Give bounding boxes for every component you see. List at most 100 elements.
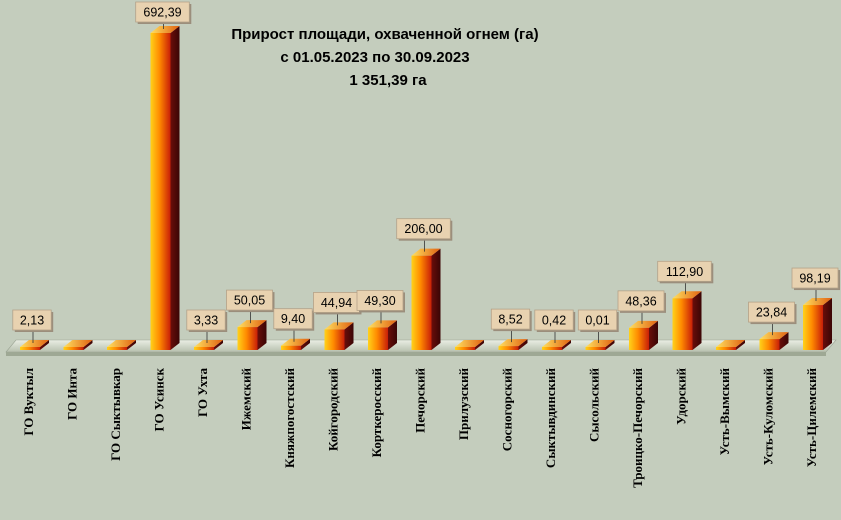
bar-side — [388, 320, 397, 350]
data-label: 9,40 — [273, 308, 315, 342]
x-axis-label: ГО Инта — [65, 368, 80, 420]
data-label-text: 8,52 — [498, 313, 522, 327]
bar-front — [498, 346, 519, 350]
bar-front — [324, 329, 345, 350]
data-label-text: 48,36 — [625, 294, 656, 308]
bar-front — [107, 347, 127, 350]
data-label-text: 9,40 — [281, 312, 305, 326]
data-label: 0,42 — [534, 309, 576, 343]
bar-front — [237, 327, 258, 350]
bar-top — [411, 248, 441, 256]
bar-side — [214, 340, 223, 350]
bar-front — [411, 255, 432, 350]
bar-side — [344, 322, 354, 350]
data-label: 50,05 — [226, 289, 275, 324]
data-label-box — [135, 1, 190, 23]
bar — [63, 340, 93, 350]
data-label-box — [791, 267, 839, 289]
bar-front — [629, 327, 649, 350]
data-label-text: 98,19 — [799, 272, 830, 286]
data-label-box — [617, 290, 665, 312]
x-axis-label: Ижемский — [239, 367, 254, 430]
bar — [194, 340, 223, 350]
data-label-text: 44,94 — [321, 296, 352, 310]
x-axis-label: Сыктывдинский — [543, 367, 558, 468]
bar-top — [629, 320, 658, 328]
data-label: 98,19 — [791, 267, 840, 302]
bar-top — [368, 320, 397, 328]
bar-front — [194, 347, 214, 350]
bar-side — [518, 339, 528, 350]
bar-top — [455, 340, 484, 347]
x-axis-label: Койгородский — [326, 368, 341, 452]
bar-side — [649, 320, 658, 350]
data-label: 48,36 — [617, 290, 666, 324]
x-axis-label: Троицко-Печорский — [630, 368, 645, 488]
data-label-box — [186, 309, 226, 331]
x-axis-label: ГО Сыктывкар — [108, 368, 123, 461]
bar-top — [20, 340, 49, 347]
x-axis-label: Сысольский — [587, 367, 602, 442]
x-axis-label: ГО Вуктыл — [21, 368, 36, 436]
data-label-box — [534, 309, 574, 331]
bar-side — [40, 340, 49, 350]
bar — [629, 320, 658, 350]
bar — [542, 340, 571, 350]
data-label-text: 0,42 — [542, 314, 566, 328]
bar — [281, 338, 310, 350]
chart-subtitle: с 01.05.2023 по 30.09.2023 — [280, 49, 469, 66]
data-label-text: 0,01 — [585, 314, 609, 328]
bar — [716, 340, 745, 350]
bar-side — [170, 26, 180, 350]
x-axis-label: Удорский — [674, 367, 689, 424]
bar-front — [150, 33, 171, 350]
data-label-box — [12, 309, 52, 331]
x-axis-label: Печорский — [413, 368, 428, 433]
bar-front — [542, 347, 562, 350]
data-label-box — [657, 260, 712, 282]
bar-front — [20, 347, 40, 350]
bar — [759, 332, 789, 350]
bar-front — [716, 347, 736, 350]
bar — [150, 26, 180, 350]
data-label-text: 2,13 — [20, 314, 44, 328]
bar-front — [281, 345, 301, 350]
data-label-box — [490, 308, 531, 330]
bars-group — [20, 26, 832, 350]
data-label: 49,30 — [356, 290, 405, 324]
data-label-box — [226, 289, 273, 311]
bar-front — [63, 347, 84, 350]
data-label-text: 3,33 — [194, 314, 218, 328]
bar — [324, 322, 354, 350]
data-label: 23,84 — [748, 301, 797, 336]
x-axis-label: Корткеросский — [369, 367, 384, 457]
bar-front — [585, 347, 606, 350]
data-label: 0,01 — [577, 309, 619, 343]
bar — [585, 340, 615, 350]
data-label-box — [577, 309, 618, 331]
bar-top — [150, 26, 180, 33]
bar — [411, 248, 441, 350]
bar-top — [759, 332, 789, 340]
bar — [20, 340, 49, 350]
bar-side — [692, 291, 702, 350]
bar-top — [281, 338, 310, 346]
data-label-box — [396, 218, 451, 240]
bar — [672, 291, 702, 350]
bar — [368, 320, 397, 350]
chart-title: Прирост площади, охваченной огнем (га) — [231, 26, 538, 43]
bar-side — [431, 248, 441, 350]
bar-front — [672, 298, 693, 350]
data-label: 2,13 — [12, 309, 54, 343]
data-label-text: 50,05 — [234, 294, 265, 308]
bar-top — [672, 291, 702, 299]
bar-top — [324, 322, 354, 330]
bar — [455, 340, 484, 350]
bar-top — [498, 339, 528, 347]
data-label: 112,90 — [657, 260, 714, 295]
bar — [107, 340, 136, 350]
bar-side — [83, 340, 93, 350]
data-labels-group: 2,13 692,39 3,33 50,05 9,40 44,94 49,30 206,00 8… — [12, 1, 840, 343]
bar-side — [301, 338, 310, 350]
